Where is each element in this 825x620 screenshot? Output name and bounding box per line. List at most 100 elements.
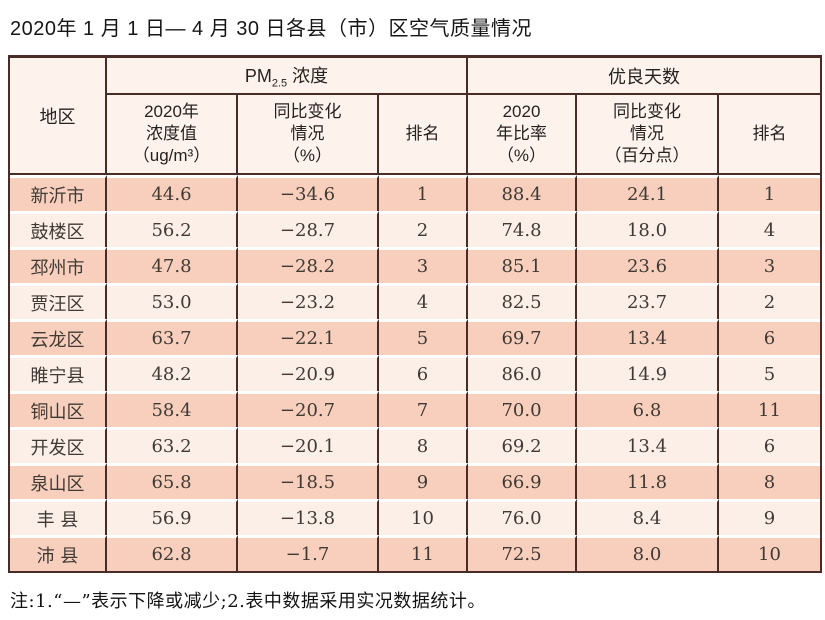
cell-pm-rank: 5 bbox=[379, 319, 468, 355]
cell-pm-value: 65.8 bbox=[107, 463, 238, 499]
cell-good-ratio: 74.8 bbox=[468, 211, 577, 247]
cell-pm-value: 56.2 bbox=[107, 211, 238, 247]
cell-good-rank: 6 bbox=[719, 427, 820, 463]
cell-region: 贾汪区 bbox=[10, 283, 107, 319]
cell-pm-change: −20.9 bbox=[238, 355, 379, 391]
cell-region: 开发区 bbox=[10, 427, 107, 463]
cell-pm-rank: 2 bbox=[379, 211, 468, 247]
header-pm-rank: 排名 bbox=[379, 95, 468, 175]
cell-good-change: 14.9 bbox=[577, 355, 719, 391]
table-row: 沛 县 62.8 −1.7 11 72.5 8.0 10 bbox=[10, 535, 820, 571]
cell-region: 邳州市 bbox=[10, 247, 107, 283]
cell-good-ratio: 86.0 bbox=[468, 355, 577, 391]
cell-pm-value: 63.2 bbox=[107, 427, 238, 463]
pm25-label-suffix: 浓度 bbox=[287, 65, 329, 86]
cell-pm-change: −28.7 bbox=[238, 211, 379, 247]
table-row: 鼓楼区 56.2 −28.7 2 74.8 18.0 4 bbox=[10, 211, 820, 247]
table-row: 邳州市 47.8 −28.2 3 85.1 23.6 3 bbox=[10, 247, 820, 283]
cell-good-rank: 3 bbox=[719, 247, 820, 283]
table-row: 云龙区 63.7 −22.1 5 69.7 13.4 6 bbox=[10, 319, 820, 355]
cell-pm-change: −23.2 bbox=[238, 283, 379, 319]
cell-good-ratio: 69.2 bbox=[468, 427, 577, 463]
cell-pm-rank: 11 bbox=[379, 535, 468, 571]
cell-region: 云龙区 bbox=[10, 319, 107, 355]
table-header: 地区 PM2.5 浓度 优良天数 2020年 浓度值 （ug/m³） 同比变化 … bbox=[10, 58, 820, 175]
cell-pm-change: −20.1 bbox=[238, 427, 379, 463]
cell-pm-rank: 3 bbox=[379, 247, 468, 283]
table-row: 新沂市 44.6 −34.6 1 88.4 24.1 1 bbox=[10, 175, 820, 211]
cell-good-rank: 10 bbox=[719, 535, 820, 571]
cell-region: 铜山区 bbox=[10, 391, 107, 427]
cell-good-ratio: 88.4 bbox=[468, 175, 577, 211]
table-row: 丰 县 56.9 −13.8 10 76.0 8.4 9 bbox=[10, 499, 820, 535]
header-good-rank: 排名 bbox=[719, 95, 820, 175]
cell-pm-change: −18.5 bbox=[238, 463, 379, 499]
table-row: 贾汪区 53.0 −23.2 4 82.5 23.7 2 bbox=[10, 283, 820, 319]
footnote: 注:1.“—”表示下降或减少;2.表中数据采用实况数据统计。 bbox=[10, 591, 486, 612]
table-row: 泉山区 65.8 −18.5 9 66.9 11.8 8 bbox=[10, 463, 820, 499]
page-title: 2020年 1 月 1 日— 4 月 30 日各县（市）区空气质量情况 bbox=[10, 18, 533, 40]
cell-region: 沛 县 bbox=[10, 535, 107, 571]
cell-region: 丰 县 bbox=[10, 499, 107, 535]
header-pm-value: 2020年 浓度值 （ug/m³） bbox=[107, 95, 238, 175]
cell-good-rank: 11 bbox=[719, 391, 820, 427]
header-good-change: 同比变化 情况 （百分点） bbox=[577, 95, 719, 175]
header-region: 地区 bbox=[10, 58, 107, 175]
cell-good-rank: 5 bbox=[719, 355, 820, 391]
cell-region: 睢宁县 bbox=[10, 355, 107, 391]
cell-good-change: 8.0 bbox=[577, 535, 719, 571]
cell-pm-value: 44.6 bbox=[107, 175, 238, 211]
cell-good-rank: 2 bbox=[719, 283, 820, 319]
cell-pm-value: 62.8 bbox=[107, 535, 238, 571]
cell-good-change: 13.4 bbox=[577, 427, 719, 463]
cell-region: 泉山区 bbox=[10, 463, 107, 499]
cell-good-change: 18.0 bbox=[577, 211, 719, 247]
cell-good-rank: 4 bbox=[719, 211, 820, 247]
cell-good-ratio: 85.1 bbox=[468, 247, 577, 283]
air-quality-table: 地区 PM2.5 浓度 优良天数 2020年 浓度值 （ug/m³） 同比变化 … bbox=[8, 55, 822, 573]
cell-pm-change: −20.7 bbox=[238, 391, 379, 427]
cell-good-change: 13.4 bbox=[577, 319, 719, 355]
cell-region: 鼓楼区 bbox=[10, 211, 107, 247]
table-row: 开发区 63.2 −20.1 8 69.2 13.4 6 bbox=[10, 427, 820, 463]
cell-pm-value: 47.8 bbox=[107, 247, 238, 283]
cell-good-rank: 9 bbox=[719, 499, 820, 535]
header-group-row: 地区 PM2.5 浓度 优良天数 bbox=[10, 58, 820, 175]
cell-pm-rank: 1 bbox=[379, 175, 468, 211]
cell-good-rank: 6 bbox=[719, 319, 820, 355]
cell-pm-change: −22.1 bbox=[238, 319, 379, 355]
header-pm-change: 同比变化 情况 （%） bbox=[238, 95, 379, 175]
cell-good-change: 23.6 bbox=[577, 247, 719, 283]
cell-pm-rank: 8 bbox=[379, 427, 468, 463]
cell-pm-value: 53.0 bbox=[107, 283, 238, 319]
table-row: 铜山区 58.4 −20.7 7 70.0 6.8 11 bbox=[10, 391, 820, 427]
pm25-label-subscript: 2.5 bbox=[271, 77, 288, 90]
cell-pm-rank: 10 bbox=[379, 499, 468, 535]
cell-pm-change: −13.8 bbox=[238, 499, 379, 535]
header-good-days-group: 优良天数 bbox=[468, 58, 820, 95]
cell-pm-rank: 6 bbox=[379, 355, 468, 391]
cell-good-ratio: 82.5 bbox=[468, 283, 577, 319]
cell-good-rank: 8 bbox=[719, 463, 820, 499]
cell-good-change: 24.1 bbox=[577, 175, 719, 211]
cell-good-rank: 1 bbox=[719, 175, 820, 211]
cell-pm-value: 58.4 bbox=[107, 391, 238, 427]
cell-good-ratio: 70.0 bbox=[468, 391, 577, 427]
cell-pm-value: 48.2 bbox=[107, 355, 238, 391]
header-pm25-group: PM2.5 浓度 bbox=[107, 58, 468, 95]
cell-pm-change: −1.7 bbox=[238, 535, 379, 571]
header-good-ratio: 2020 年比率 （%） bbox=[468, 95, 577, 175]
cell-good-change: 6.8 bbox=[577, 391, 719, 427]
cell-good-ratio: 72.5 bbox=[468, 535, 577, 571]
table-row: 睢宁县 48.2 −20.9 6 86.0 14.9 5 bbox=[10, 355, 820, 391]
cell-good-ratio: 69.7 bbox=[468, 319, 577, 355]
cell-pm-change: −34.6 bbox=[238, 175, 379, 211]
cell-good-change: 11.8 bbox=[577, 463, 719, 499]
cell-pm-value: 63.7 bbox=[107, 319, 238, 355]
cell-good-ratio: 76.0 bbox=[468, 499, 577, 535]
header-sub-row: 2020年 浓度值 （ug/m³） 同比变化 情况 （%） 排名 2020 年比… bbox=[10, 95, 820, 175]
cell-good-change: 23.7 bbox=[577, 283, 719, 319]
cell-pm-rank: 4 bbox=[379, 283, 468, 319]
cell-good-change: 8.4 bbox=[577, 499, 719, 535]
